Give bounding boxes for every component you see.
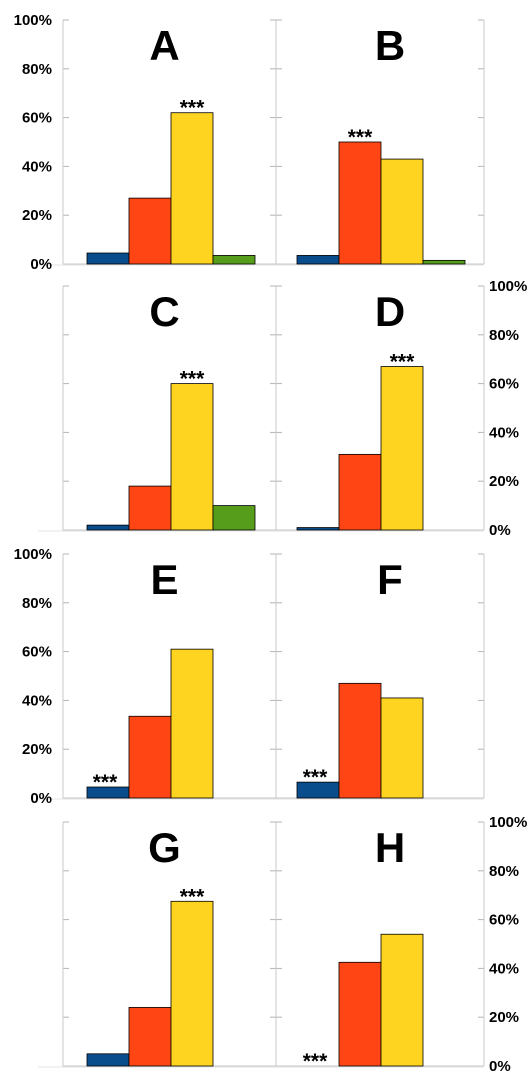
y-tick-label: 40% xyxy=(22,692,52,709)
bar-h-orange xyxy=(338,961,382,1067)
y-tick-label: 100% xyxy=(489,278,527,295)
bar-f-yellow xyxy=(380,697,424,799)
y-tick-label: 40% xyxy=(22,158,52,175)
y-tick-label: 40% xyxy=(489,960,519,977)
y-tick-label: 60% xyxy=(22,644,52,661)
y-tick-label: 20% xyxy=(22,207,52,224)
panel-label-h: H xyxy=(375,824,405,871)
y-tick-label: 20% xyxy=(489,1009,519,1026)
significance-marker: *** xyxy=(390,351,415,374)
y-tick-label: 0% xyxy=(30,790,52,807)
bar-b-blue xyxy=(296,255,340,265)
y-tick-label: 20% xyxy=(489,473,519,490)
panel-label-d: D xyxy=(375,288,405,335)
significance-marker: *** xyxy=(180,97,205,120)
y-tick-label: 100% xyxy=(14,12,52,29)
bar-d-blue xyxy=(296,527,340,531)
bar-g-orange xyxy=(128,1007,172,1067)
bar-e-orange xyxy=(128,715,172,799)
y-tick-label: 0% xyxy=(489,1058,511,1074)
y-tick-label: 0% xyxy=(489,522,511,539)
y-tick-label: 100% xyxy=(14,546,52,563)
y-tick-label: 80% xyxy=(22,61,52,78)
panel-label-c: C xyxy=(149,288,179,335)
bar-a-green xyxy=(212,255,256,265)
panel-label-f: F xyxy=(377,556,403,603)
significance-marker: *** xyxy=(303,766,328,789)
bar-c-blue xyxy=(86,524,130,531)
bar-a-orange xyxy=(128,197,172,265)
y-tick-label: 40% xyxy=(489,424,519,441)
bar-g-blue xyxy=(86,1053,130,1067)
bar-a-blue xyxy=(86,252,130,265)
bar-f-orange xyxy=(338,682,382,799)
y-tick-label: 80% xyxy=(489,327,519,344)
significance-marker: *** xyxy=(93,771,118,794)
bar-c-green xyxy=(212,505,256,531)
panel-label-e: E xyxy=(150,556,178,603)
bar-e-yellow xyxy=(170,648,214,799)
y-tick-label: 0% xyxy=(30,256,52,273)
bar-a-yellow xyxy=(170,112,214,265)
panel-label-a: A xyxy=(149,22,179,69)
significance-marker: *** xyxy=(348,126,373,149)
y-tick-label: 80% xyxy=(22,595,52,612)
bar-b-orange xyxy=(338,141,382,265)
bar-c-orange xyxy=(128,485,172,531)
significance-marker: *** xyxy=(303,1050,328,1073)
bar-g-yellow xyxy=(170,900,214,1067)
y-tick-label: 60% xyxy=(22,110,52,127)
y-tick-label: 20% xyxy=(22,741,52,758)
bar-d-orange xyxy=(338,453,382,531)
bar-c-yellow xyxy=(170,383,214,531)
panel-label-b: B xyxy=(375,22,405,69)
significance-marker: *** xyxy=(180,368,205,391)
bar-d-yellow xyxy=(380,366,424,531)
bar-b-green xyxy=(422,259,466,265)
significance-marker: *** xyxy=(180,885,205,908)
y-tick-label: 60% xyxy=(489,912,519,929)
y-tick-label: 100% xyxy=(489,814,527,831)
panel-label-g: G xyxy=(148,824,181,871)
bar-h-yellow xyxy=(380,933,424,1067)
y-tick-label: 60% xyxy=(489,376,519,393)
y-tick-label: 80% xyxy=(489,863,519,880)
bar-b-yellow xyxy=(380,158,424,265)
